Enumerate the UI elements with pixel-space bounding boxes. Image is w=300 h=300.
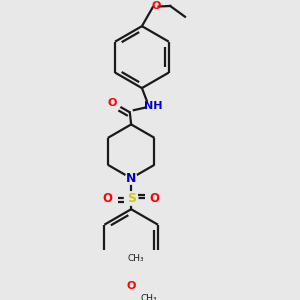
Text: O: O <box>150 192 160 205</box>
Text: S: S <box>127 192 136 205</box>
Text: CH₃: CH₃ <box>127 254 144 263</box>
Text: O: O <box>127 281 136 292</box>
Circle shape <box>125 172 137 184</box>
Circle shape <box>124 192 138 205</box>
Text: O: O <box>103 192 112 205</box>
Text: O: O <box>108 98 117 108</box>
Text: CH₃: CH₃ <box>140 294 157 300</box>
Text: O: O <box>152 1 161 11</box>
Text: NH: NH <box>144 100 163 111</box>
Text: N: N <box>126 172 136 185</box>
